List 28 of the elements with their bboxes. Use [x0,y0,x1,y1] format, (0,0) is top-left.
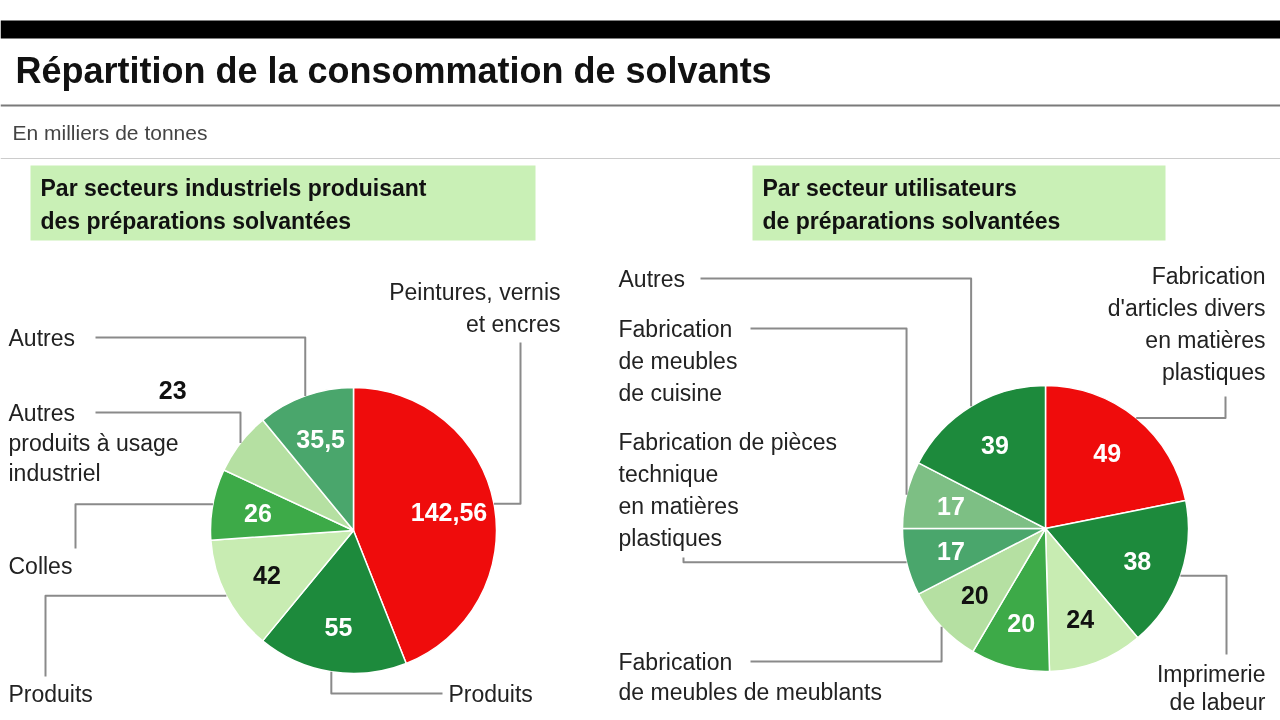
data-label: 42 [253,560,281,589]
data-label: 35,5 [296,424,346,453]
slice-label: Fabrication de pièces technique en matières plastiques [618,428,838,551]
data-label: 20 [960,581,989,610]
data-label: 49 [1093,439,1122,468]
data-label: 20 [1007,608,1036,637]
data-label: 24 [1066,605,1095,634]
text: En milliers de tonnes [12,121,208,144]
slice-label: Fabrication de meubles de meublants [618,648,882,705]
slice-label: Peintures, vernis et encres [389,278,561,337]
slice-label: Colles [8,552,73,579]
slice-label: Autres [618,265,685,292]
chart-subtitle: Par secteurs industriels produisant des préparations solvantées [40,174,427,234]
slice-label: Fabrication de meubles de cuisine [618,315,738,406]
data-label: 17 [937,537,965,566]
slice-label: Fabrication d'articles divers en matières plastiques [1107,262,1266,385]
data-label: 55 [324,612,353,641]
chart-title: Répartition de la consommation de solvants [15,50,772,91]
data-label: 142,56 [410,498,488,527]
slice-label: Produits [448,680,533,707]
slice-label: Produits [8,680,93,707]
data-label: 38 [1123,546,1152,575]
data-label: 17 [937,491,965,520]
data-label: 26 [244,498,272,527]
slice-label: Autres [8,324,75,351]
chart-subtitle: Par secteur utilisateurs de préparations solvantées [762,174,1061,234]
slice-label: Imprimerie de labeur [1156,660,1266,715]
data-label: 39 [981,431,1009,460]
